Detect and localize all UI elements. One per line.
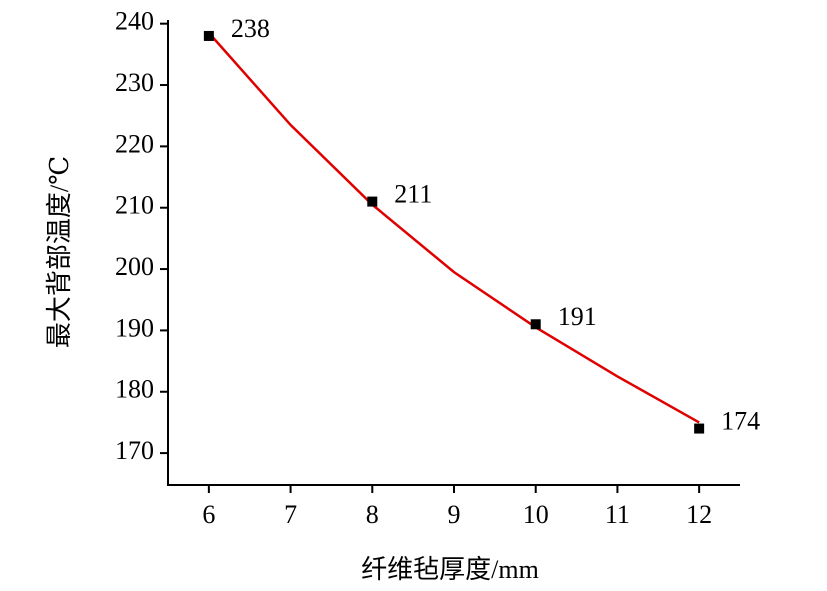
y-tick-label: 170 [115,436,154,465]
y-tick-label: 180 [115,375,154,404]
value-label: 211 [394,180,432,209]
y-tick-label: 240 [115,7,154,36]
value-label: 238 [231,14,270,43]
value-label: 174 [721,407,760,436]
point [203,30,214,41]
y-tick-label: 190 [115,313,154,342]
x-tick-label: 10 [523,500,549,529]
y-tick-label: 210 [115,191,154,220]
x-axis-title: 纤维毡厚度/mm [361,555,539,584]
x-tick-label: 7 [284,500,297,529]
y-tick-label: 230 [115,68,154,97]
y-tick-label: 200 [115,252,154,281]
point [530,319,541,330]
x-tick-label: 12 [686,500,712,529]
point [367,196,378,207]
x-tick-label: 6 [202,500,215,529]
value-label: 191 [558,302,597,331]
x-tick-label: 8 [366,500,379,529]
point [694,423,705,434]
x-tick-label: 9 [448,500,461,529]
x-tick-label: 11 [605,500,630,529]
fit-curve [207,32,700,424]
y-tick-label: 220 [115,129,154,158]
y-axis-title: 最大背部温度/℃ [45,156,74,348]
